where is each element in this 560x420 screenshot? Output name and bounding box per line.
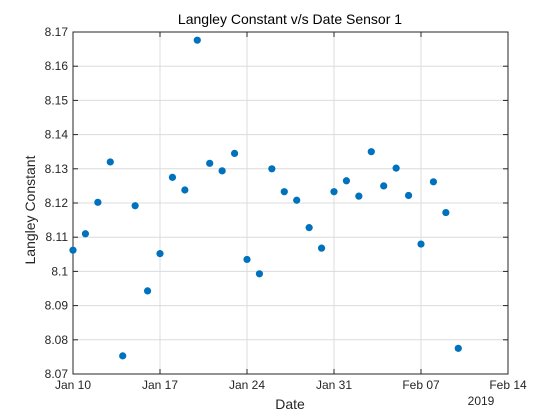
data-point	[181, 186, 189, 194]
y-tick-label: 8.13	[45, 162, 69, 176]
data-point	[218, 167, 226, 175]
y-tick-label: 8.14	[45, 128, 69, 142]
data-point	[442, 208, 450, 217]
x-tick-label: Feb 07	[402, 378, 440, 392]
data-point	[206, 159, 214, 167]
data-point	[330, 188, 338, 196]
data-point	[380, 182, 388, 190]
x-axis-label: Date	[275, 396, 305, 412]
data-point	[355, 192, 363, 200]
data-point	[143, 287, 152, 295]
data-point	[243, 255, 251, 264]
data-point	[367, 148, 375, 156]
data-point	[168, 173, 177, 181]
data-point	[392, 164, 400, 172]
data-point	[293, 196, 301, 204]
y-tick-label: 8.1	[51, 264, 68, 278]
data-point	[255, 270, 264, 278]
y-tick-label: 8.12	[45, 196, 69, 210]
y-tick-label: 8.17	[45, 25, 69, 39]
data-point	[156, 250, 164, 258]
data-point	[193, 36, 201, 44]
data-point	[429, 178, 438, 186]
data-points	[69, 36, 462, 360]
data-point	[268, 165, 276, 173]
data-point	[454, 344, 462, 352]
y-tick-label: 8.16	[45, 59, 69, 73]
tick-layer: Jan 10 Jan 17 Jan 24 Jan 31 Feb 07 Feb 14 8.07…	[45, 25, 527, 392]
data-point	[305, 224, 313, 232]
data-point	[94, 198, 102, 206]
data-point	[81, 230, 90, 238]
x-tick-label: Jan 31	[316, 378, 352, 392]
y-tick-label: 8.09	[45, 299, 69, 313]
y-axis-label: Langley Constant	[22, 155, 38, 264]
x-tick-label: Jan 17	[142, 378, 178, 392]
data-point	[342, 177, 351, 185]
y-tick-label: 8.15	[45, 93, 69, 107]
data-point	[230, 149, 239, 158]
x-axis-year-label: 2019	[468, 394, 495, 408]
data-point	[69, 246, 77, 254]
data-point	[280, 188, 288, 196]
data-point	[131, 202, 139, 210]
y-tick-label: 8.11	[46, 230, 69, 244]
data-point	[417, 240, 425, 248]
data-point	[317, 244, 326, 252]
data-point	[119, 352, 127, 360]
y-tick-label: 8.08	[45, 333, 69, 347]
x-tick-label: Jan 10	[55, 378, 91, 392]
x-tick-label: Feb 14	[489, 378, 527, 392]
x-tick-label: Jan 24	[229, 378, 265, 392]
data-point	[404, 191, 413, 200]
data-point	[106, 158, 114, 166]
chart-title: Langley Constant v/s Date Sensor 1	[178, 11, 402, 27]
y-tick-label: 8.07	[45, 367, 69, 381]
